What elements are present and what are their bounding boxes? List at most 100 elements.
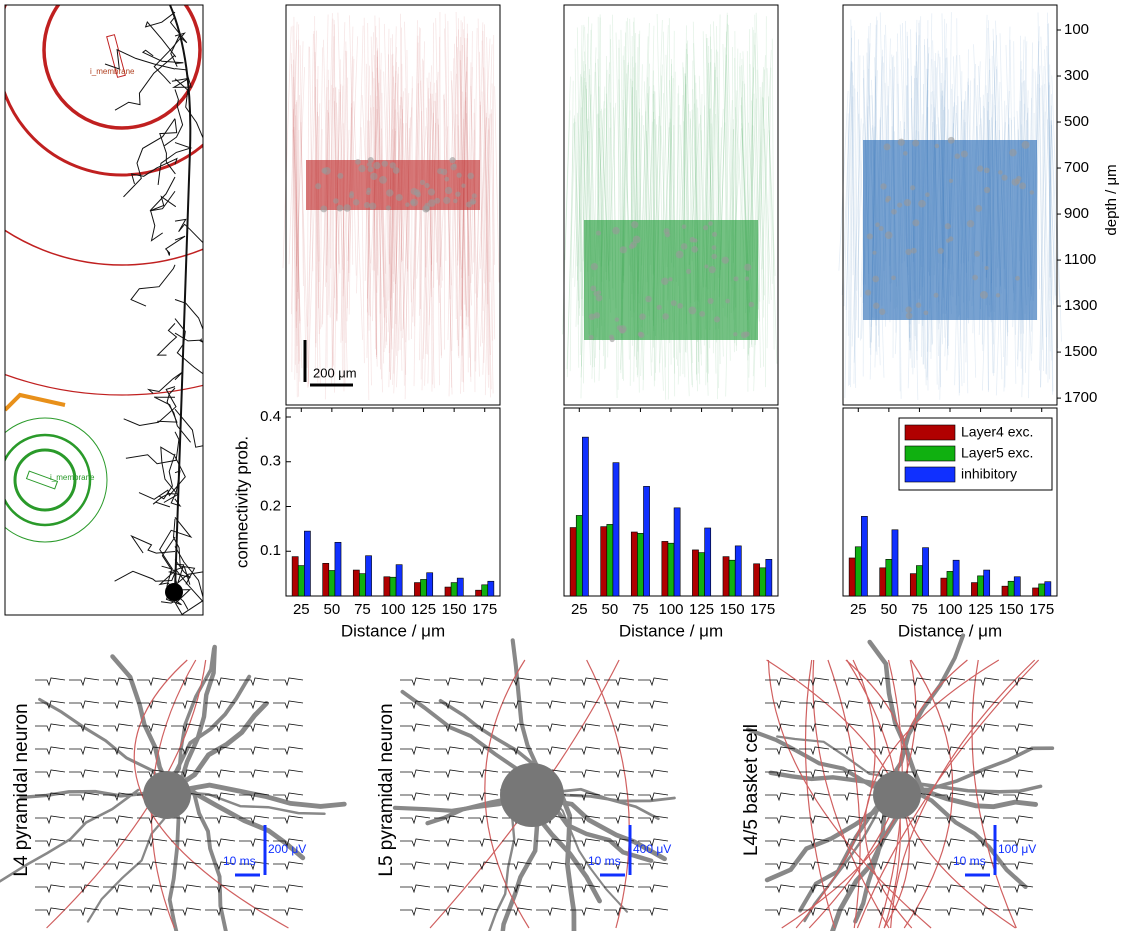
- trace: [536, 701, 566, 708]
- x-tick-label: 150: [442, 601, 467, 618]
- trace: [35, 816, 65, 823]
- bar: [421, 579, 427, 596]
- membrane-label: i_membrane: [50, 473, 95, 482]
- bar: [892, 530, 898, 596]
- soma: [925, 192, 930, 197]
- x-tick-label: 175: [1029, 601, 1054, 618]
- soma: [873, 771, 921, 819]
- dendrite: [175, 219, 205, 244]
- depth-tick-label: 1500: [1064, 343, 1097, 360]
- trace: [1003, 908, 1033, 915]
- soma: [1022, 141, 1030, 149]
- x-tick-label: 175: [750, 601, 775, 618]
- trace: [400, 770, 430, 777]
- trace: [901, 678, 931, 685]
- soma: [596, 230, 601, 235]
- electrode: [5, 395, 65, 410]
- soma: [428, 199, 436, 207]
- bar: [582, 437, 588, 596]
- soma: [638, 332, 644, 338]
- soma: [945, 223, 951, 229]
- soma: [420, 180, 425, 185]
- bar: [916, 566, 922, 596]
- soma: [467, 173, 474, 180]
- bar: [760, 568, 766, 596]
- soma: [668, 277, 672, 281]
- soma: [912, 219, 919, 226]
- legend-swatch: [905, 425, 955, 440]
- trace: [570, 747, 600, 754]
- soma: [725, 299, 730, 304]
- x-tick-label: 150: [999, 601, 1024, 618]
- trace: [638, 724, 668, 731]
- soma: [905, 306, 911, 312]
- trace: [867, 885, 897, 892]
- bar: [643, 486, 649, 596]
- trace: [570, 724, 600, 731]
- bar: [631, 532, 637, 596]
- bar: [849, 558, 855, 596]
- soma: [500, 763, 564, 827]
- soma: [393, 167, 400, 174]
- soma: [617, 325, 622, 330]
- bar: [576, 515, 582, 596]
- soma: [904, 199, 911, 206]
- trace: [69, 747, 99, 754]
- dendrite: [150, 191, 176, 211]
- soma: [662, 313, 669, 320]
- dendrite: [175, 333, 206, 344]
- trace: [400, 908, 430, 915]
- soma: [712, 232, 717, 237]
- x-axis-label: Distance / μm: [898, 621, 1002, 640]
- y-tick-label: 0.4: [260, 408, 281, 425]
- soma: [1015, 276, 1020, 281]
- trace: [638, 701, 668, 708]
- soma: [998, 170, 1002, 174]
- bar: [766, 559, 772, 596]
- soma: [366, 190, 371, 195]
- soma: [445, 187, 452, 194]
- x-tick-label: 25: [571, 601, 588, 618]
- soma: [315, 183, 321, 189]
- trace: [69, 885, 99, 892]
- bar: [482, 585, 488, 596]
- soma: [967, 220, 974, 227]
- trace: [137, 908, 167, 915]
- cell-label: L4 pyramidal neuron: [11, 703, 32, 876]
- layer-band: [863, 140, 1037, 320]
- trace: [400, 793, 430, 800]
- soma: [879, 226, 884, 231]
- voltage-bar-label: 200 μV: [268, 842, 306, 856]
- trace: [935, 724, 965, 731]
- x-tick-label: 75: [911, 601, 928, 618]
- y-tick-label: 0.1: [260, 542, 281, 559]
- trace: [468, 839, 498, 846]
- soma: [714, 316, 720, 322]
- dendrite: [175, 319, 210, 380]
- bar: [705, 528, 711, 596]
- trace: [103, 747, 133, 754]
- soma: [867, 233, 873, 239]
- trace: [35, 747, 65, 754]
- time-bar-label: 10 ms: [223, 854, 256, 868]
- bar: [414, 583, 420, 596]
- trace: [638, 747, 668, 754]
- plot-frame: [286, 408, 500, 596]
- soma: [472, 193, 477, 198]
- soma: [891, 275, 896, 280]
- soma: [733, 276, 738, 281]
- soma: [620, 246, 627, 253]
- soma: [368, 157, 374, 163]
- x-tick-label: 125: [411, 601, 436, 618]
- trace: [103, 816, 133, 823]
- x-tick-label: 100: [658, 601, 683, 618]
- soma: [744, 264, 751, 271]
- trace: [171, 885, 201, 892]
- trace: [502, 701, 532, 708]
- trace: [434, 747, 464, 754]
- trace: [137, 747, 167, 754]
- soma: [898, 139, 905, 146]
- soma: [367, 162, 372, 167]
- trace: [604, 724, 634, 731]
